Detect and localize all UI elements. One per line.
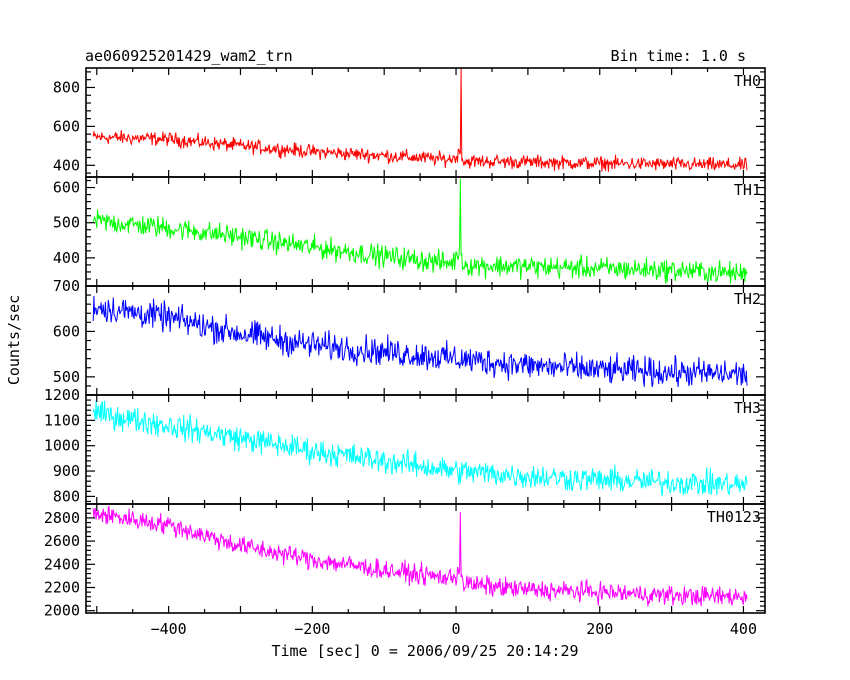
series-line-th2 [92, 295, 748, 388]
y-tick-label: 2200 [44, 578, 80, 596]
x-tick-label: 0 [452, 620, 461, 638]
chart-title: ae060925201429_wam2_trn [85, 47, 293, 65]
panel-th1: 400 500 600 TH1 [53, 176, 766, 287]
y-tick-label: 1100 [44, 411, 80, 429]
panel-name-th0: TH0 [734, 72, 761, 90]
x-axis-label: Time [sec] 0 = 2006/09/25 20:14:29 [271, 642, 578, 660]
y-tick-label: 800 [53, 78, 80, 96]
y-tick-label: 500 [53, 368, 80, 386]
panel-name-th0123: TH0123 [707, 508, 761, 526]
y-tick-label: 2600 [44, 532, 80, 550]
x-tick-label: −400 [151, 620, 187, 638]
series-line-th0 [92, 67, 748, 173]
y-tick-label: 1000 [44, 437, 80, 455]
series-line-th0123 [92, 505, 748, 607]
y-tick-label: 600 [53, 322, 80, 340]
panel-th3: 800 900 1000 1100 1200 TH3 [44, 386, 766, 505]
y-tick-label: 2800 [44, 509, 80, 527]
y-tick-label: 2000 [44, 602, 80, 620]
panel-th2: 500 600 700 TH2 [53, 277, 766, 396]
x-tick-label: 200 [586, 620, 613, 638]
panel-name-th2: TH2 [734, 290, 761, 308]
y-tick-label: 400 [53, 249, 80, 267]
y-tick-label: 1200 [44, 386, 80, 404]
panel-frame [85, 503, 766, 614]
panel-name-th1: TH1 [734, 181, 761, 199]
panels: 400 600 800 TH0 400 500 600 TH1 500 600 700 TH2 800 9… [44, 67, 766, 620]
x-tick-label: −200 [294, 620, 330, 638]
y-tick-label: 500 [53, 214, 80, 232]
y-tick-label: 400 [53, 156, 80, 174]
bin-time-label: Bin time: 1.0 s [611, 47, 746, 65]
y-tick-label: 600 [53, 179, 80, 197]
y-axis-label: Counts/sec [5, 295, 23, 385]
panel-name-th3: TH3 [734, 399, 761, 417]
y-tick-label: 800 [53, 487, 80, 505]
y-tick-label: 2400 [44, 555, 80, 573]
panel-th0123: 2000 2200 2400 2600 2800 TH0123 [44, 503, 766, 620]
y-tick-label: 600 [53, 117, 80, 135]
panel-th0: 400 600 800 TH0 [53, 67, 766, 178]
series-line-th1 [92, 178, 748, 284]
y-tick-label: 700 [53, 277, 80, 295]
x-tick-label: 400 [730, 620, 757, 638]
y-tick-label: 900 [53, 462, 80, 480]
series-line-th3 [92, 400, 748, 497]
x-axis: −400 −200 0 200 400 [151, 620, 757, 638]
